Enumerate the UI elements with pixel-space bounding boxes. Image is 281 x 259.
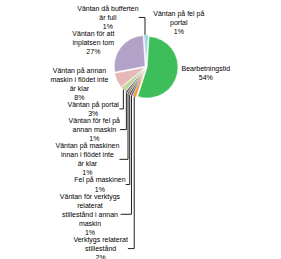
svg-text:Verktygs relateratstillestånd2: Verktygs relateratstillestånd2% [73, 236, 128, 259]
svg-text:Väntan på portal3%: Väntan på portal3% [68, 101, 120, 117]
svg-text:Väntan för fel påannan maskin1: Väntan för fel påannan maskin1% [69, 117, 120, 142]
svg-text:Väntan på maskineninnan i flöd: Väntan på maskineninnan i flödet inteär … [56, 142, 120, 176]
svg-text:Väntan då buffertenär full1%: Väntan då buffertenär full1% [77, 5, 138, 30]
svg-text:Fel på maskinen1%: Fel på maskinen1% [74, 176, 125, 192]
svg-text:Bearbetningstid54%: Bearbetningstid54% [181, 65, 230, 81]
svg-text:Väntan på annanmaskin i flödet: Väntan på annanmaskin i flödet inteär kl… [50, 67, 108, 101]
svg-text:Väntan för verktygsrelateratst: Väntan för verktygsrelateratstillestånd … [60, 193, 121, 236]
svg-text:Väntan för attinplatsen tom27%: Väntan för attinplatsen tom27% [72, 30, 114, 55]
svg-text:Väntan på fel påportal1%: Väntan på fel påportal1% [153, 10, 204, 35]
